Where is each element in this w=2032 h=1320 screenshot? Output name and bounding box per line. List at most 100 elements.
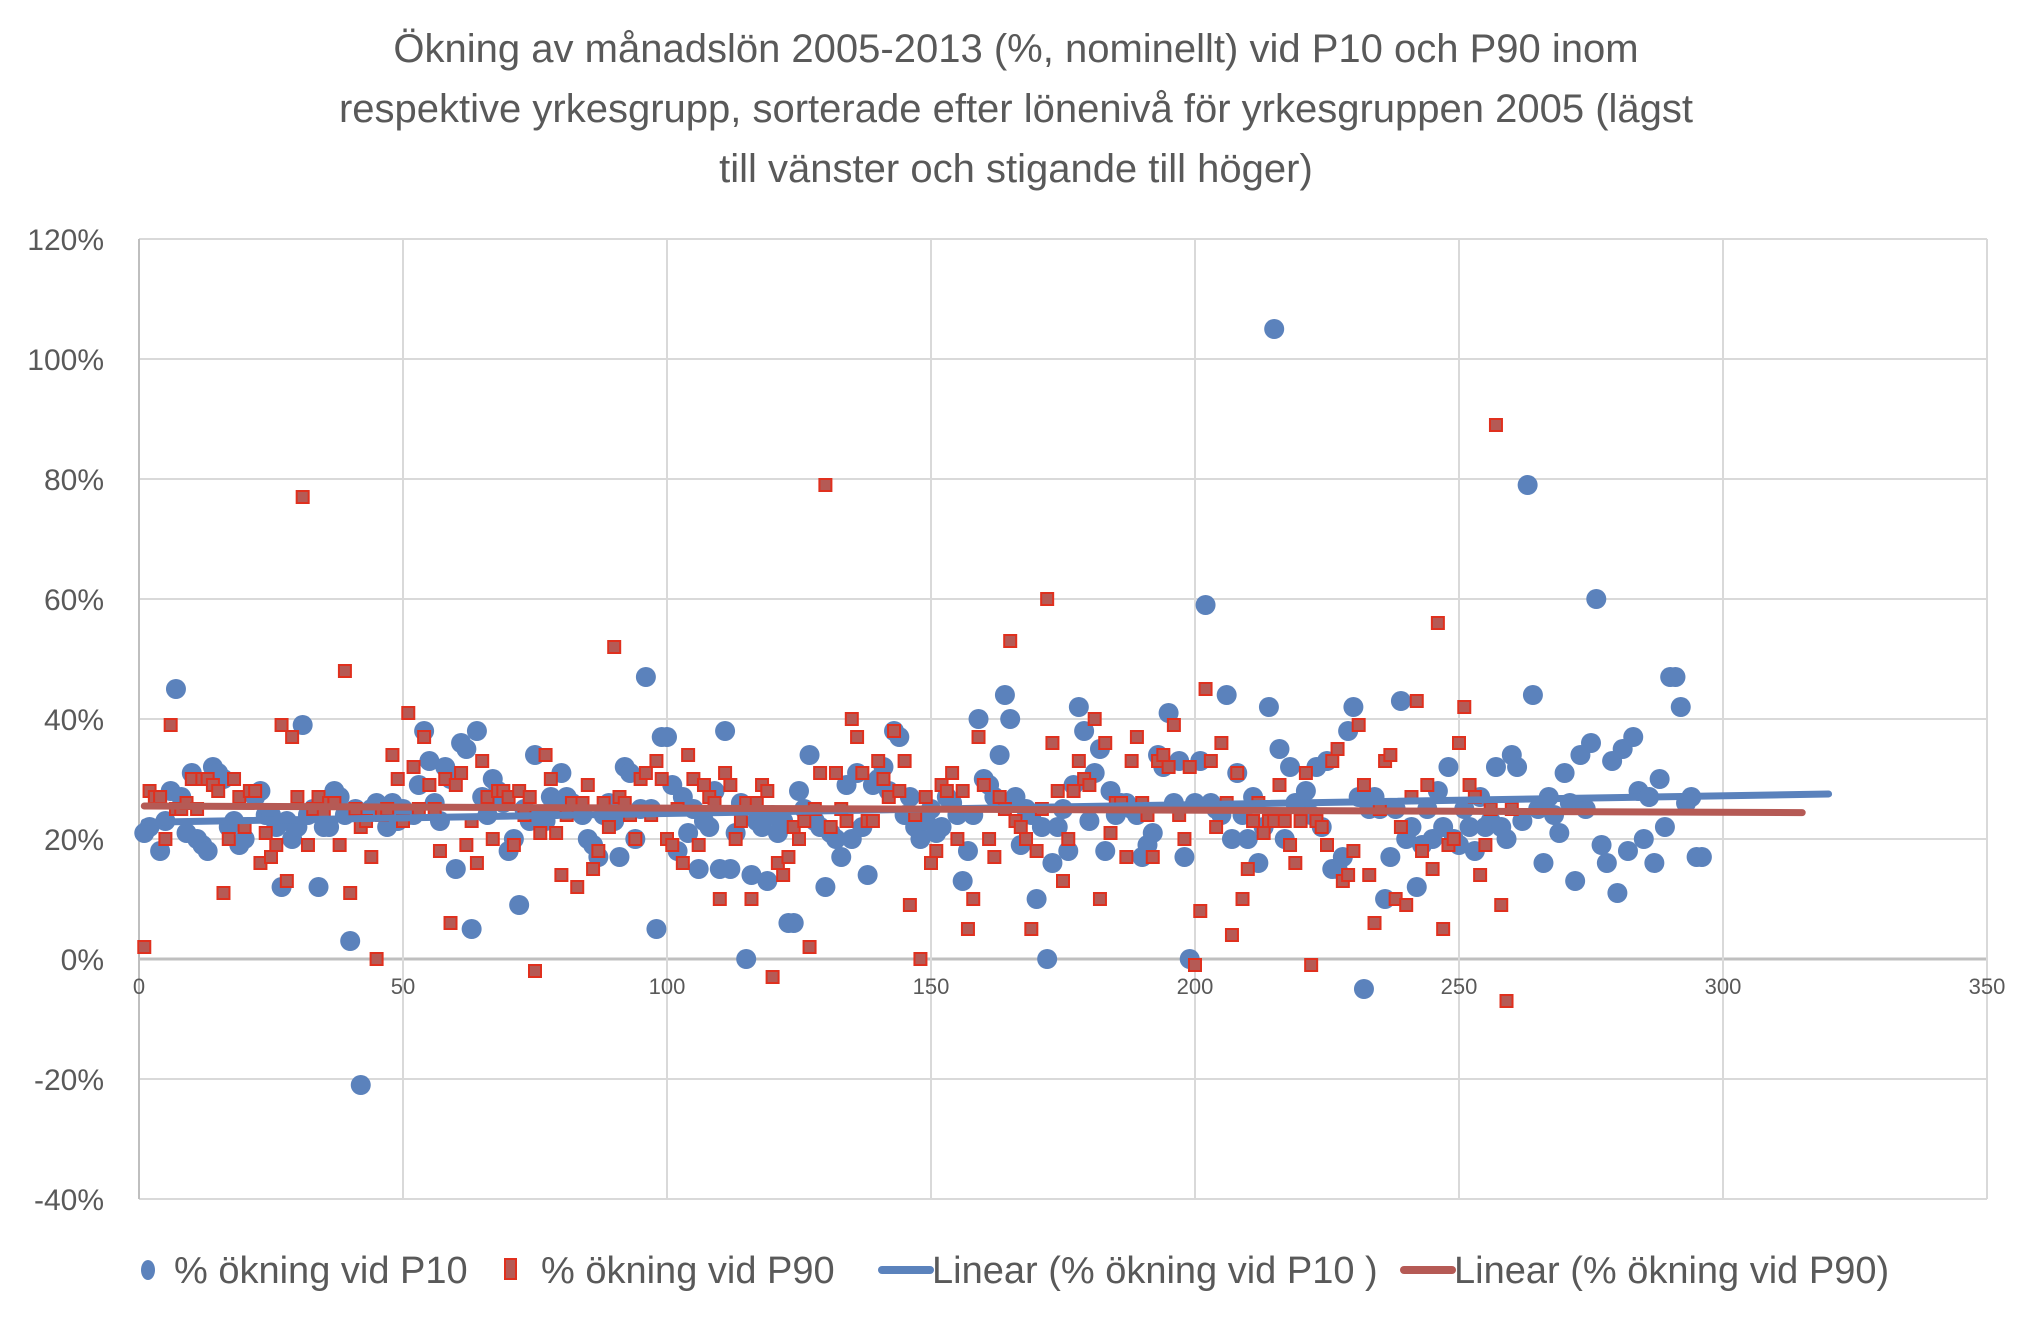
y-tick-label: 100%: [27, 344, 104, 377]
p90-point: [960, 922, 975, 936]
p90-point: [823, 820, 838, 834]
p10-point: [1522, 685, 1543, 705]
p10-point: [1581, 733, 1601, 753]
p10-point: [1549, 823, 1570, 843]
p90-point: [971, 730, 986, 744]
p90-point: [522, 790, 537, 804]
p90-point: [1341, 868, 1356, 882]
p90-point: [454, 766, 469, 780]
p10-point: [1095, 841, 1116, 861]
p90-point: [939, 784, 954, 798]
y-tick-label: 120%: [27, 224, 104, 257]
p90-point: [538, 748, 553, 762]
chart-title-line-3: till vänster och stigande till höger): [719, 147, 1313, 191]
p10-point: [1554, 763, 1575, 783]
p90-point: [469, 856, 484, 870]
p10-point: [1533, 853, 1554, 873]
p10-point: [445, 859, 466, 879]
p90-point: [718, 766, 733, 780]
p90-point: [1346, 844, 1361, 858]
p90-point: [554, 868, 569, 882]
p90-point: [528, 964, 542, 978]
p10-point: [1517, 475, 1538, 495]
p90-point: [1288, 856, 1303, 870]
p10-point: [1644, 853, 1665, 873]
p10-point: [720, 859, 741, 879]
legend-label: % ökning vid P10: [174, 1250, 468, 1292]
p90-point: [137, 940, 152, 954]
p10-point: [1496, 829, 1517, 849]
p90-point: [1098, 736, 1113, 750]
y-tick-label: 40%: [44, 704, 104, 737]
p90-point: [982, 832, 997, 846]
p90-point: [1082, 778, 1097, 792]
p90-point: [1156, 748, 1171, 762]
p90-point: [337, 664, 352, 678]
p90-point: [1499, 994, 1514, 1008]
p90-point: [295, 490, 310, 504]
x-tick-label: 200: [1177, 974, 1214, 999]
p10-point: [1607, 883, 1628, 903]
p90-point: [728, 832, 743, 846]
p90-point: [1462, 778, 1477, 792]
p90-point: [1356, 778, 1371, 792]
p90-point: [696, 778, 711, 792]
p10-point: [1216, 685, 1237, 705]
p90-point: [844, 712, 859, 726]
p90-point: [475, 754, 490, 768]
p90-point: [332, 838, 347, 852]
p10-point: [1623, 727, 1644, 747]
p90-point: [913, 952, 928, 966]
p90-point: [1092, 892, 1107, 906]
p10-point: [1037, 949, 1058, 969]
p10-point: [857, 865, 878, 885]
p10-point: [1353, 979, 1374, 999]
gridlines: [138, 238, 1988, 1200]
p90-point: [300, 838, 315, 852]
x-tick-label: 350: [1969, 974, 2006, 999]
p90-point: [364, 850, 379, 864]
series-p90-points: [137, 418, 1519, 1008]
p10-point: [1596, 853, 1617, 873]
p90-point: [1145, 850, 1160, 864]
p90-point: [802, 940, 817, 954]
p90-point: [850, 730, 865, 744]
p10-point: [1380, 847, 1401, 867]
p10-point: [931, 817, 952, 837]
p90-point: [216, 886, 231, 900]
p90-point: [221, 832, 236, 846]
p90-point: [591, 844, 606, 858]
p90-point: [601, 820, 616, 834]
p90-point: [390, 772, 405, 786]
p90-point: [1399, 898, 1414, 912]
p90-point: [1430, 616, 1445, 630]
p90-point: [443, 916, 458, 930]
p90-point: [570, 880, 585, 894]
p10-point: [308, 877, 329, 897]
p90-point: [1256, 826, 1271, 840]
p10-point: [699, 817, 720, 837]
p90-point: [1420, 778, 1435, 792]
p90-point: [248, 784, 263, 798]
p90-point: [1071, 754, 1086, 768]
x-tick-label: 300: [1705, 974, 1742, 999]
p90-point: [1314, 820, 1329, 834]
p90-point: [1024, 922, 1039, 936]
p90-point: [1425, 862, 1440, 876]
p90-point: [549, 826, 564, 840]
p10-point: [989, 745, 1010, 765]
p90-point: [976, 778, 991, 792]
p90-point: [1246, 814, 1261, 828]
y-tick-label: -20%: [34, 1064, 104, 1097]
p90-point: [1362, 868, 1377, 882]
p90-point: [1188, 958, 1202, 972]
p10-point: [1691, 847, 1712, 867]
p90-point: [1061, 832, 1076, 846]
p90-point: [776, 868, 791, 882]
p90-point: [269, 838, 284, 852]
p90-point: [871, 754, 886, 768]
p90-point: [966, 892, 981, 906]
p90-point: [163, 718, 178, 732]
p10-point: [609, 847, 630, 867]
p90-point: [1214, 736, 1229, 750]
